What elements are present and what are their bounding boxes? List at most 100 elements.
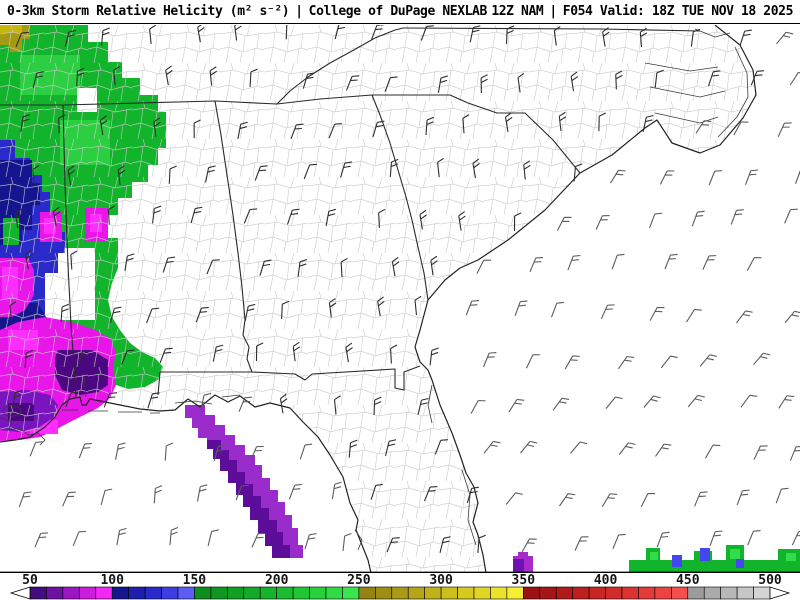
wind-barb bbox=[552, 397, 570, 411]
wind-barb bbox=[505, 492, 523, 505]
wind-barb bbox=[67, 165, 76, 186]
wind-barb bbox=[595, 214, 610, 230]
wind-barb bbox=[429, 347, 439, 366]
wind-barb bbox=[146, 307, 160, 324]
wind-barb bbox=[20, 114, 31, 132]
wind-barb bbox=[434, 439, 449, 455]
wind-barb bbox=[556, 216, 572, 231]
colorbar-segment bbox=[95, 586, 113, 600]
wind-barb bbox=[649, 306, 665, 321]
wind-barb bbox=[250, 445, 264, 461]
wind-barb bbox=[605, 396, 623, 409]
colorbar-segment bbox=[424, 586, 442, 600]
wind-barb bbox=[209, 66, 218, 86]
wind-barb bbox=[776, 31, 794, 45]
colorbar: 50 100 150 200 250 300 350 400 450 500 bbox=[0, 573, 800, 600]
wind-barb bbox=[569, 441, 588, 454]
wind-barb bbox=[249, 68, 258, 87]
wind-barb bbox=[659, 170, 675, 185]
colorbar-segment bbox=[638, 586, 656, 600]
wind-barb bbox=[190, 206, 203, 224]
wind-barb bbox=[340, 161, 353, 178]
wind-barb bbox=[610, 169, 626, 184]
wind-barb bbox=[639, 27, 648, 48]
wind-barb bbox=[702, 255, 717, 270]
wind-barb bbox=[333, 395, 341, 415]
product-title: 0-3km Storm Relative Helicity (m² s⁻²) bbox=[7, 4, 290, 19]
wind-barb bbox=[656, 531, 670, 548]
wind-barb bbox=[243, 208, 258, 224]
wind-barb bbox=[25, 249, 33, 270]
wind-barb bbox=[152, 205, 162, 224]
wind-barb bbox=[373, 396, 382, 416]
wind-barb bbox=[77, 350, 90, 367]
wind-barb bbox=[15, 208, 23, 229]
wind-barb bbox=[521, 538, 537, 553]
wind-barb bbox=[193, 119, 201, 139]
wind-barb bbox=[419, 209, 427, 230]
wind-barb bbox=[390, 344, 398, 364]
colorbar-segment bbox=[687, 586, 705, 600]
wind-barb bbox=[386, 537, 400, 553]
wind-barb bbox=[15, 31, 29, 48]
wind-barb bbox=[213, 444, 226, 462]
wind-barb bbox=[476, 259, 492, 274]
wind-barb bbox=[514, 300, 528, 316]
wind-barb bbox=[113, 66, 121, 86]
wind-barb bbox=[660, 355, 678, 369]
wind-barb bbox=[559, 493, 576, 507]
wind-barb bbox=[425, 116, 434, 136]
wind-barb bbox=[340, 257, 348, 278]
wind-barb bbox=[643, 395, 661, 408]
wind-barb bbox=[304, 533, 317, 550]
colorbar-segment bbox=[753, 586, 771, 600]
wind-barb bbox=[205, 165, 216, 183]
colorbar-segment bbox=[62, 586, 80, 600]
wind-barb bbox=[290, 123, 304, 140]
wind-barb bbox=[328, 123, 342, 139]
wind-barb bbox=[72, 530, 87, 547]
colorbar-segment bbox=[703, 586, 721, 600]
wind-barb bbox=[598, 112, 607, 132]
wind-barb bbox=[328, 298, 337, 318]
wind-barb bbox=[58, 114, 66, 134]
wind-barb bbox=[370, 483, 383, 500]
wind-barb bbox=[739, 29, 752, 46]
wind-barb bbox=[285, 25, 294, 40]
colorbar-segment bbox=[144, 586, 162, 600]
wind-barb bbox=[342, 533, 352, 551]
wind-barb bbox=[153, 117, 161, 137]
wind-barb bbox=[254, 165, 268, 181]
wind-barb bbox=[469, 25, 481, 43]
wind-barb bbox=[117, 165, 126, 185]
colorbar-segment bbox=[506, 586, 524, 600]
wind-barb bbox=[789, 71, 800, 86]
wind-barb bbox=[654, 69, 664, 88]
wind-barb bbox=[567, 254, 581, 271]
colorbar-segment bbox=[555, 586, 573, 600]
wind-barb bbox=[78, 442, 92, 459]
wind-barb bbox=[159, 347, 173, 364]
header-separator: | bbox=[295, 4, 303, 19]
wind-barb bbox=[472, 158, 480, 179]
colorbar-segment bbox=[391, 586, 409, 600]
wind-barb bbox=[707, 70, 721, 87]
colorbar-segment bbox=[292, 586, 310, 600]
wind-barb bbox=[34, 532, 48, 548]
colorbar-segment bbox=[259, 586, 277, 600]
colorbar-segment bbox=[523, 586, 541, 600]
wind-barb bbox=[302, 72, 315, 89]
wind-barb bbox=[705, 444, 721, 459]
wind-barb bbox=[655, 443, 672, 457]
colorbar-end-arrow bbox=[9, 586, 31, 600]
wind-barb bbox=[529, 256, 544, 273]
wind-barb bbox=[372, 120, 385, 137]
wind-barb bbox=[708, 170, 723, 186]
wind-barb bbox=[197, 25, 205, 43]
wind-barb bbox=[618, 442, 636, 456]
colorbar-tick-label: 50 bbox=[22, 573, 38, 588]
wind-barb bbox=[612, 533, 626, 550]
header-separator-2: | bbox=[549, 4, 557, 19]
colorbar-segment bbox=[572, 586, 590, 600]
